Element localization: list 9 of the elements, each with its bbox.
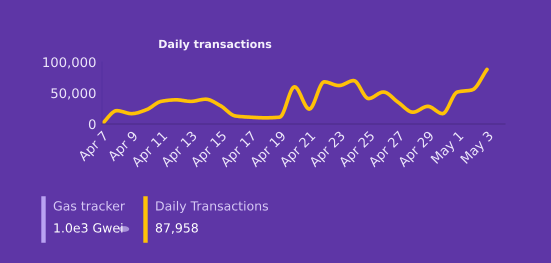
y-tick-label: 100,000 (43, 57, 96, 69)
chart-title: Daily transactions (159, 40, 272, 50)
text: 1.0e3 Gwei (54, 222, 122, 233)
y-tick-label: 0 (88, 119, 96, 130)
text: Gas tracker (54, 200, 126, 211)
x-tick-label: Apr 7 (77, 130, 110, 164)
text: Daily Transactions (156, 200, 268, 214)
text: 87,958 (156, 223, 198, 234)
y-tick-label: 50,000 (51, 88, 96, 100)
